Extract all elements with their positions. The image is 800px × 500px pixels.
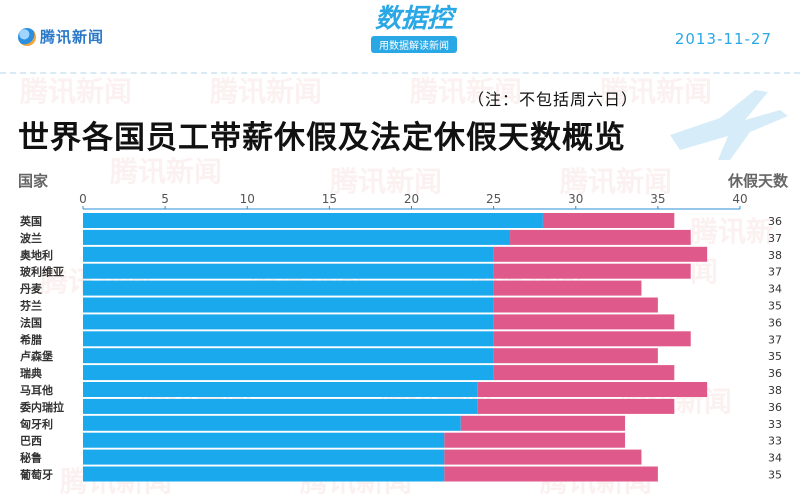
bar-legal-holiday [460, 415, 626, 431]
total-days-label: 37 [768, 266, 782, 279]
category-label: 马耳他 [20, 383, 53, 397]
bar-legal-holiday [493, 331, 691, 347]
bar-legal-holiday [493, 263, 691, 279]
stacked-bar-chart: 0 5 10 15 20 25 30 35 40 英国 36 波兰 37 奥地利 38 玻利维亚 37 丹麦 34 芬… [19, 192, 782, 482]
bar-legal-holiday [444, 466, 658, 482]
x-tick-label: 30 [568, 192, 583, 206]
bar-legal-holiday [493, 365, 675, 381]
publish-date: 2013-11-27 [674, 30, 772, 48]
x-tick-label: 35 [650, 192, 665, 206]
bar-legal-holiday [493, 314, 675, 330]
tencent-logo-icon [18, 27, 36, 46]
x-tick-label: 15 [322, 192, 337, 206]
bar-paid-leave [83, 365, 494, 381]
category-label: 丹麦 [20, 282, 43, 296]
bar-paid-leave [83, 348, 494, 364]
category-label: 法国 [20, 315, 42, 329]
chart-title: 世界各国员工带薪休假及法定休假天数概览 [18, 120, 626, 156]
category-label: 秘鲁 [20, 451, 42, 465]
category-label: 委内瑞拉 [19, 400, 64, 414]
bar-legal-holiday [510, 229, 691, 245]
total-days-label: 35 [768, 300, 782, 313]
bar-paid-leave [83, 246, 494, 262]
logo-text: 腾讯新闻 [40, 28, 105, 46]
bar-paid-leave [83, 280, 494, 296]
bar-legal-holiday [444, 449, 642, 465]
category-label: 英国 [19, 214, 42, 228]
bar-paid-leave [83, 331, 494, 347]
category-label: 卢森堡 [20, 349, 53, 363]
bar-paid-leave [83, 263, 494, 279]
bar-legal-holiday [493, 246, 708, 262]
bar-legal-holiday [477, 382, 708, 397]
total-days-label: 33 [768, 418, 782, 431]
total-days-label: 36 [768, 401, 782, 414]
bar-paid-leave [83, 415, 461, 431]
total-days-label: 35 [768, 350, 782, 363]
watermark-text: 腾讯新闻 [210, 75, 323, 108]
chart-note: （注：不包括周六日） [468, 90, 639, 109]
tencent-news-logo: 腾讯新闻 [18, 26, 104, 47]
x-tick-label: 25 [486, 192, 501, 206]
category-label: 希腊 [19, 332, 42, 346]
total-days-label: 38 [768, 249, 782, 262]
total-days-label: 36 [768, 367, 782, 380]
total-days-label: 34 [768, 283, 782, 296]
bar-legal-holiday [444, 432, 626, 448]
watermark-text: 腾讯新闻 [20, 75, 133, 108]
airplane-icon [670, 90, 788, 160]
bar-legal-holiday [493, 348, 658, 364]
total-days-label: 37 [768, 333, 782, 346]
bar-legal-holiday [493, 297, 658, 313]
bar-paid-leave [83, 382, 478, 397]
total-days-label: 38 [768, 384, 782, 397]
bar-paid-leave [83, 213, 543, 228]
page-header: 腾讯新闻 数据控 用数据解读新闻 2013-11-27 [0, 0, 800, 70]
x-tick-label: 10 [240, 192, 255, 206]
bar-paid-leave [83, 398, 478, 414]
x-tick-label: 5 [161, 192, 169, 206]
total-days-label: 36 [768, 316, 782, 329]
category-label: 瑞典 [20, 366, 42, 380]
bar-paid-leave [83, 314, 494, 330]
x-axis-label: 休假天数 [727, 172, 788, 190]
bar-paid-leave [83, 466, 445, 482]
bar-paid-leave [83, 229, 511, 245]
bar-paid-leave [83, 297, 494, 313]
category-label: 葡萄牙 [19, 468, 53, 482]
total-days-label: 35 [768, 469, 782, 482]
bar-legal-holiday [493, 280, 642, 296]
x-tick-label: 20 [404, 192, 419, 206]
category-label: 芬兰 [19, 299, 42, 313]
bar-legal-holiday [542, 213, 675, 228]
category-label: 匈牙利 [20, 417, 53, 431]
brand-main-text: 数据控 [374, 4, 453, 34]
total-days-label: 37 [768, 232, 782, 245]
category-label: 玻利维亚 [20, 265, 64, 279]
total-days-label: 33 [768, 435, 782, 448]
bar-paid-leave [83, 432, 445, 448]
data-brand-logo: 数据控 用数据解读新闻 [356, 4, 472, 53]
category-label: 巴西 [20, 435, 42, 448]
header-divider [0, 72, 800, 74]
y-axis-label: 国家 [18, 172, 49, 190]
brand-sub-text: 用数据解读新闻 [371, 36, 457, 53]
x-tick-label: 40 [732, 192, 747, 206]
x-tick-label: 0 [79, 192, 87, 206]
category-label: 波兰 [20, 231, 42, 245]
total-days-label: 36 [768, 215, 782, 228]
bar-legal-holiday [477, 398, 675, 414]
category-label: 奥地利 [19, 248, 53, 262]
total-days-label: 34 [768, 452, 782, 465]
bar-paid-leave [83, 449, 445, 465]
